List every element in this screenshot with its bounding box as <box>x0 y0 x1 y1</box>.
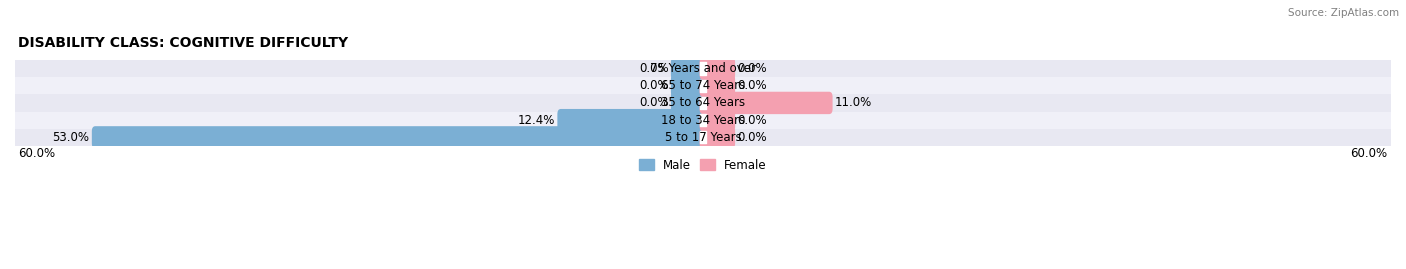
Text: 18 to 34 Years: 18 to 34 Years <box>661 114 745 127</box>
Bar <box>15 112 1391 129</box>
Bar <box>15 129 1391 146</box>
FancyBboxPatch shape <box>557 109 706 131</box>
Bar <box>15 77 1391 94</box>
Text: 0.0%: 0.0% <box>737 131 768 144</box>
Text: 53.0%: 53.0% <box>52 131 90 144</box>
Text: 75 Years and over: 75 Years and over <box>650 62 756 75</box>
Bar <box>15 94 1391 112</box>
FancyBboxPatch shape <box>700 109 735 131</box>
FancyBboxPatch shape <box>671 57 706 80</box>
Bar <box>15 60 1391 77</box>
Text: 0.0%: 0.0% <box>638 62 669 75</box>
Text: 0.0%: 0.0% <box>737 62 768 75</box>
FancyBboxPatch shape <box>91 126 706 148</box>
FancyBboxPatch shape <box>700 92 832 114</box>
Text: 12.4%: 12.4% <box>517 114 555 127</box>
Text: 5 to 17 Years: 5 to 17 Years <box>665 131 741 144</box>
Text: Source: ZipAtlas.com: Source: ZipAtlas.com <box>1288 8 1399 18</box>
Text: DISABILITY CLASS: COGNITIVE DIFFICULTY: DISABILITY CLASS: COGNITIVE DIFFICULTY <box>18 36 349 50</box>
Text: 60.0%: 60.0% <box>1350 147 1388 160</box>
Text: 0.0%: 0.0% <box>638 96 669 109</box>
FancyBboxPatch shape <box>700 126 735 148</box>
Text: 0.0%: 0.0% <box>737 79 768 92</box>
Text: 0.0%: 0.0% <box>638 79 669 92</box>
Text: 60.0%: 60.0% <box>18 147 56 160</box>
FancyBboxPatch shape <box>700 75 735 97</box>
Legend: Male, Female: Male, Female <box>634 154 772 176</box>
FancyBboxPatch shape <box>700 57 735 80</box>
Text: 0.0%: 0.0% <box>737 114 768 127</box>
FancyBboxPatch shape <box>671 92 706 114</box>
Text: 11.0%: 11.0% <box>835 96 872 109</box>
Text: 65 to 74 Years: 65 to 74 Years <box>661 79 745 92</box>
Text: 35 to 64 Years: 35 to 64 Years <box>661 96 745 109</box>
FancyBboxPatch shape <box>671 75 706 97</box>
